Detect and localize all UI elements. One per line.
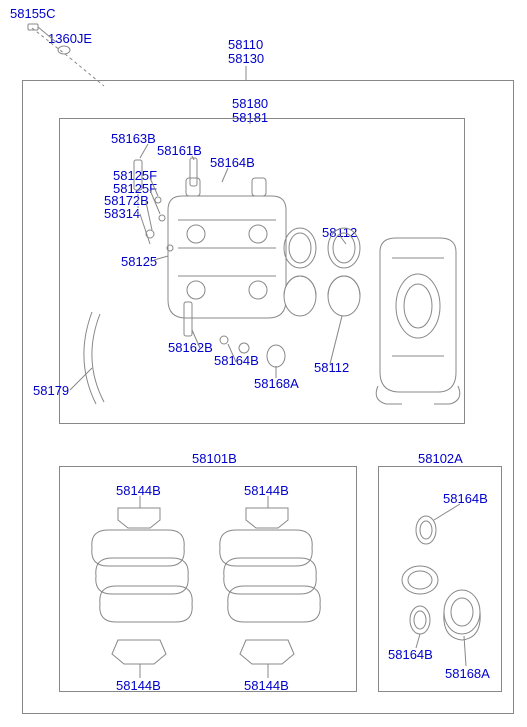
label-58102A: 58102A [418,451,463,466]
label-58164B-mid: 58164B [214,353,259,368]
label-58164B-kit1: 58164B [443,491,488,506]
label-58110: 58110 [228,37,263,52]
label-58144B-c: 58144B [116,678,161,693]
label-58164B-top: 58164B [210,155,255,170]
label-58168A-kit: 58168A [445,666,490,681]
label-58130: 58130 [228,51,264,66]
label-58155C: 58155C [10,6,56,21]
label-58163B: 58163B [111,131,156,146]
label-58314: 58314 [104,206,140,221]
label-58112-b: 58112 [314,360,349,375]
label-1360JE: 1360JE [48,31,92,46]
pads-frame [59,466,357,692]
label-58180: 58180 [232,96,268,111]
label-58161B: 58161B [157,143,202,158]
label-58168A: 58168A [254,376,299,391]
label-58144B-a: 58144B [116,483,161,498]
label-58144B-b: 58144B [244,483,289,498]
label-58125: 58125 [121,254,157,269]
label-58112-r: 58112 [322,225,357,240]
label-58179: 58179 [33,383,69,398]
label-58101B: 58101B [192,451,237,466]
label-58164B-kit2: 58164B [388,647,433,662]
label-58162B: 58162B [168,340,213,355]
label-58181: 58181 [232,110,268,125]
label-58144B-d: 58144B [244,678,289,693]
